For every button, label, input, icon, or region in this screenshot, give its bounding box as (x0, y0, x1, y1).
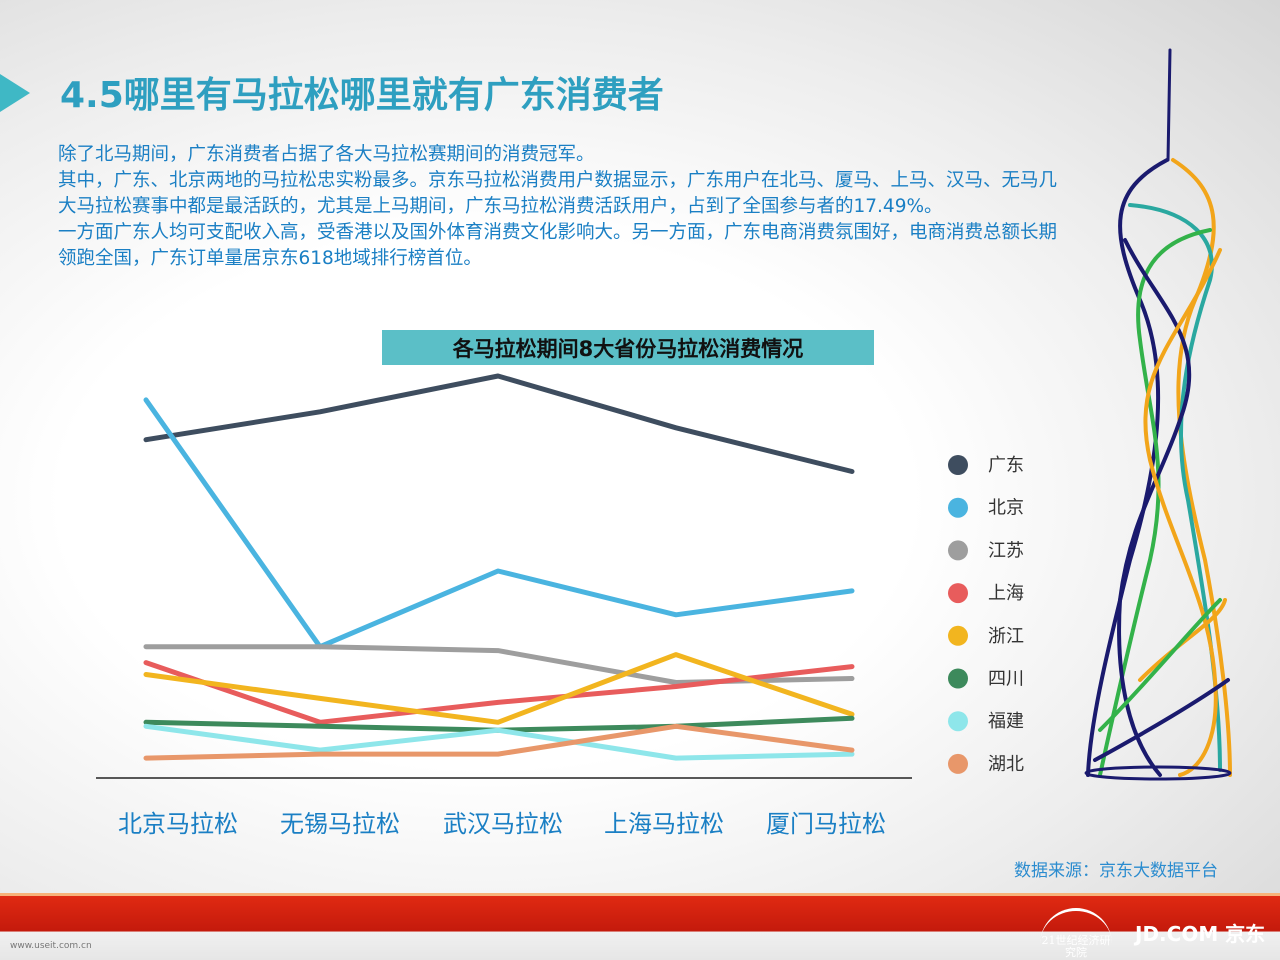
x-tick-label-0: 北京马拉松 (118, 810, 238, 838)
series-line-4 (143, 652, 855, 725)
watermark-text: www.useit.com.cn (10, 941, 92, 951)
legend-label-0: 广东 (988, 455, 1024, 476)
series-line-3 (143, 660, 855, 725)
x-tick-label-4: 厦门马拉松 (766, 810, 886, 838)
series-line-0 (143, 373, 855, 474)
legend-marker-6 (948, 711, 968, 732)
legend-marker-7 (948, 753, 968, 774)
legend-marker-4 (948, 625, 968, 646)
chart-title-box: 各马拉松期间8大省份马拉松消费情况 (382, 330, 874, 365)
x-tick-label-2: 武汉马拉松 (443, 810, 563, 838)
legend-marker-0 (948, 455, 968, 475)
legend-label-5: 四川 (988, 669, 1024, 690)
legend-label-4: 浙江 (988, 626, 1024, 647)
canton-tower-illustration (1084, 48, 1232, 781)
page-title: 4.5哪里有马拉松哪里就有广东消费者 (60, 75, 664, 116)
series-line-7 (143, 723, 855, 761)
x-tick-label-1: 无锡马拉松 (280, 810, 400, 838)
title-arrow-icon (0, 74, 30, 112)
legend-marker-5 (948, 668, 968, 689)
series-line-6 (143, 723, 855, 761)
legend-label-7: 湖北 (988, 754, 1024, 775)
21-century-logo: 21世纪经济研究院 (1040, 908, 1112, 959)
legend-label-6: 福建 (988, 711, 1024, 732)
intro-line-2: 其中，广东、北京两地的马拉松忠实粉最多。京东马拉松消费用户数据显示，广东用户在北… (58, 170, 1058, 217)
legend-label-1: 北京 (988, 498, 1024, 519)
intro-line-1: 除了北马期间，广东消费者占据了各大马拉松赛期间的消费冠军。 (58, 144, 595, 165)
jd-logo: JD.COM 京东 (1135, 922, 1266, 946)
x-tick-label-3: 上海马拉松 (604, 810, 724, 838)
chart-title: 各马拉松期间8大省份马拉松消费情况 (452, 336, 804, 361)
21-century-logo-text: 21世纪经济研究院 (1041, 934, 1111, 959)
legend-marker-1 (948, 497, 968, 518)
legend-label-3: 上海 (988, 583, 1024, 604)
data-source-note: 数据来源：京东大数据平台 (1014, 861, 1218, 881)
legend-marker-2 (948, 540, 968, 561)
series-layer (143, 373, 855, 761)
legend-marker-3 (948, 583, 968, 604)
intro-text: 除了北马期间，广东消费者占据了各大马拉松赛期间的消费冠军。 其中，广东、北京两地… (58, 142, 1058, 272)
intro-line-3: 一方面广东人均可支配收入高，受香港以及国外体育消费文化影响大。另一方面，广东电商… (58, 222, 1058, 269)
x-tick-labels: 北京马拉松 无锡马拉松 武汉马拉松 上海马拉松 厦门马拉松 (118, 810, 886, 838)
series-line-1 (143, 397, 855, 650)
legend-label-2: 江苏 (988, 540, 1024, 561)
